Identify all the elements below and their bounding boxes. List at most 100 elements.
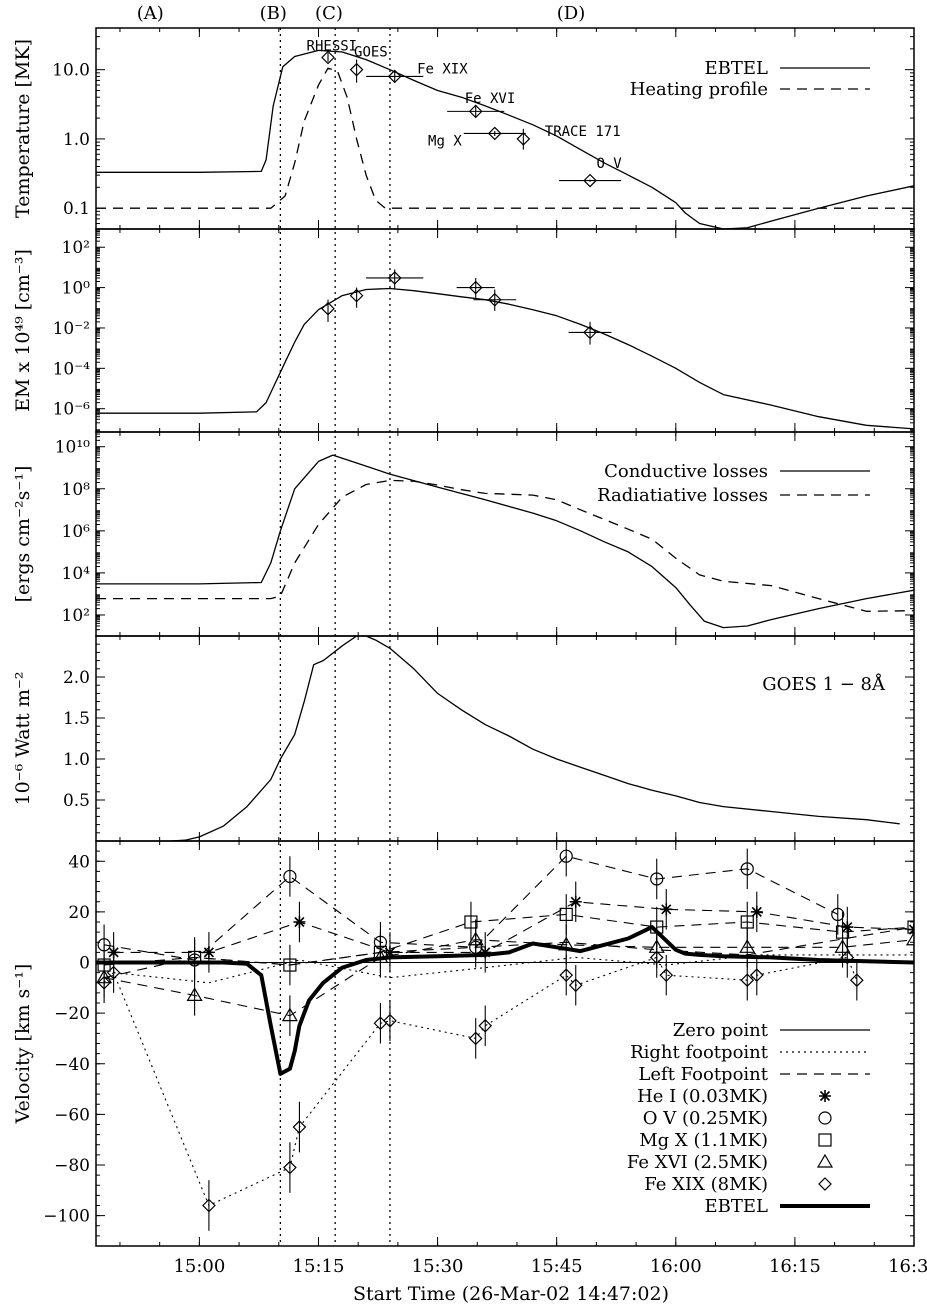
diamond-marker (106, 965, 121, 980)
diamond-marker (349, 288, 364, 303)
circle-marker (559, 849, 573, 863)
data-point-o-v (559, 173, 622, 188)
series-line-emission-measure-0 (96, 287, 914, 430)
series-line-heating-profile (96, 67, 914, 209)
panel-frame (95, 431, 915, 637)
diamond-marker (568, 978, 583, 993)
series-link-fe-xvi-2-5mk (103, 939, 914, 1017)
y-tick-label: 10² (62, 606, 90, 626)
diamond-marker (478, 1018, 493, 1033)
asterisk-marker (293, 916, 306, 928)
legend-losses: Conductive losses Radiatiative losses (597, 461, 870, 506)
data-point-o-v-0-25mk (831, 894, 845, 935)
y-tick-label: 40 (68, 852, 90, 872)
data-point-fe-xix (366, 69, 424, 84)
triangle-marker (739, 939, 756, 953)
data-point-he-i-0-03mk (750, 891, 763, 933)
triangle-marker (834, 939, 851, 953)
data-point-fe-xix-8mk (106, 952, 121, 993)
asterisk-marker (660, 903, 673, 916)
data-point-fe-xvi-2-5mk (905, 919, 914, 960)
plot-area-temperature (96, 49, 914, 229)
y-axis-losses: 10² 10⁴ 10⁶ 10⁸ 10¹⁰ (55, 433, 914, 631)
data-point-fe-xix-8mk (649, 937, 664, 978)
legend-label-goes-1-8: GOES 1 − 8Å (762, 673, 886, 695)
y-tick-label: 10⁻⁴ (53, 359, 91, 379)
diamond-marker (387, 271, 402, 285)
circle-marker (650, 872, 664, 886)
y-tick-label: −80 (54, 1156, 90, 1176)
panel-frame (95, 635, 915, 842)
point-label-goes: GOES (354, 45, 388, 61)
y-tick-label: 1.5 (63, 709, 90, 729)
legend-label-radiatiative-losses: Radiatiative losses (597, 485, 768, 506)
panel-x-ticks (119, 229, 915, 432)
data-point-2 (366, 269, 424, 290)
square-marker (464, 915, 478, 929)
data-point-4 (473, 289, 517, 311)
data-point-fe-xix-8mk (373, 1003, 388, 1044)
y-tick-label: 10⁶ (62, 522, 91, 542)
asterisk-marker (750, 905, 763, 918)
data-point-he-i-0-03mk (202, 932, 215, 973)
y-tick-label: −40 (54, 1055, 90, 1075)
y-tick-label: 10⁰ (62, 279, 91, 299)
square-marker (559, 907, 573, 922)
diamond-marker (849, 973, 864, 988)
data-point-he-i-0-03mk (293, 901, 306, 943)
legend-label-fe-xvi-2-5mk: Fe XVI (2.5MK) (627, 1152, 768, 1173)
asterisk-marker (479, 946, 492, 959)
legend-label-heating-profile: Heating profile (630, 79, 768, 100)
series-line-ebtel (96, 49, 914, 229)
panel-frame (95, 840, 915, 1247)
square-marker (283, 958, 297, 972)
phase-labels: (A) (B) (C) (D) (137, 3, 585, 24)
y-axis-label: EM x 10⁴⁹ [cm⁻³] (12, 249, 34, 412)
data-point-fe-xvi (447, 104, 505, 119)
data-point-mg-x-1-1mk (283, 944, 297, 986)
data-point-fe-xix-8mk (468, 1018, 483, 1059)
x-tick-label: 16:00 (650, 1256, 702, 1277)
triangle-marker (467, 931, 484, 946)
y-tick-label: 1.0 (63, 130, 90, 150)
data-point-fe-xix-8mk (559, 954, 574, 996)
x-axis-label: Start Time (26-Mar-02 14:47:02) (353, 1283, 669, 1305)
data-point-fe-xix-8mk (478, 1005, 493, 1047)
triangle-marker (905, 931, 914, 946)
y-tick-label: 10.0 (52, 61, 90, 81)
data-point-fe-xix-8mk (849, 959, 864, 1001)
legend-goes-flux: GOES 1 − 8Å (762, 673, 886, 695)
series-line-goes-1-8 (170, 636, 900, 841)
y-tick-label: 2.0 (63, 668, 90, 688)
y-axis-label: 10⁻⁶ Watt m⁻² (12, 671, 34, 805)
data-point-0 (321, 299, 335, 322)
data-point-mg-x (463, 126, 526, 141)
panel-x-ticks (119, 28, 915, 229)
data-point-o-v-0-25mk (559, 841, 573, 877)
legend-marker-he-i-0-03mk (819, 1090, 831, 1102)
legend-marker-mg-x-1-1mk (818, 1133, 832, 1147)
diamond-marker (740, 973, 755, 988)
phase-label-b: (B) (260, 3, 287, 24)
data-point-trace-171 (516, 128, 531, 150)
y-tick-label: 0.1 (63, 199, 90, 219)
diamond-marker (487, 126, 502, 141)
data-point-fe-xix-8mk (749, 954, 764, 996)
y-tick-label: 10¹⁰ (55, 438, 90, 458)
data-point-mg-x-1-1mk (464, 901, 478, 943)
panel-velocity: −100 −80 −60 −40 −20 0 20 40 Velocity [km s⁻¹] Ze… (12, 840, 915, 1247)
data-point-fe-xix-8mk (840, 937, 855, 978)
triangle-marker (281, 1007, 298, 1022)
diamond-marker (383, 1013, 397, 1028)
legend-label-he-i-0-03mk: He I (0.03MK) (637, 1086, 768, 1107)
point-label-fe-xix: Fe XIX (417, 62, 468, 78)
diamond-marker (321, 301, 335, 316)
data-point-fe-xix-8mk (292, 1101, 307, 1153)
point-label-fe-xvi: Fe XVI (465, 91, 516, 107)
square-marker (907, 920, 914, 934)
data-point-fe-xix-8mk (202, 1180, 216, 1231)
